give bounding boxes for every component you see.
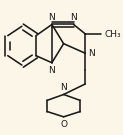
Text: CH₃: CH₃ [104, 30, 121, 38]
Text: O: O [60, 120, 67, 129]
Text: N: N [70, 13, 77, 22]
Text: N: N [48, 13, 55, 22]
Text: N: N [48, 66, 55, 75]
Text: N: N [60, 82, 67, 92]
Text: N: N [88, 49, 95, 58]
